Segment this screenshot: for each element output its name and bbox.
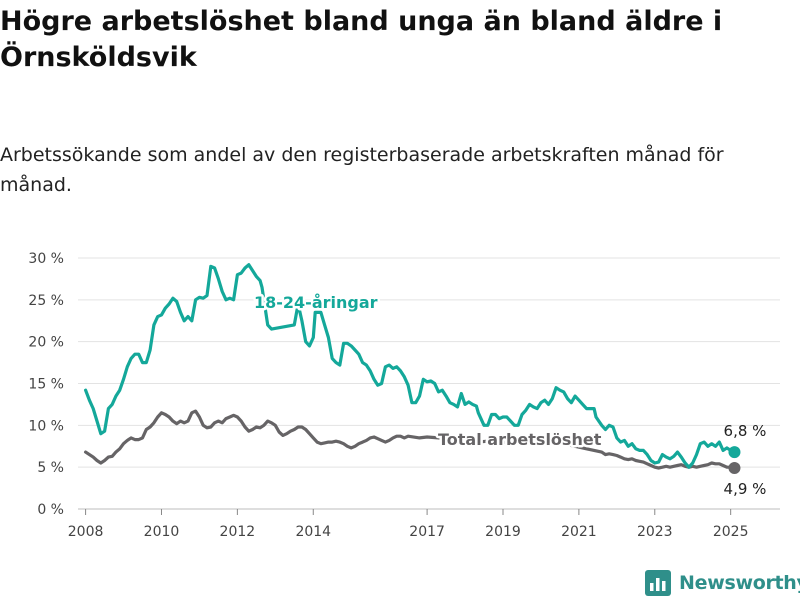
x-tick-label: 2012 bbox=[220, 524, 256, 540]
y-tick-label: 10 % bbox=[28, 418, 64, 434]
x-axis: 2008 2010 2012 2014 2017 2019 2021 2023 2025 bbox=[68, 509, 749, 540]
x-tick-label: 2014 bbox=[295, 524, 331, 540]
line-total bbox=[84, 409, 737, 470]
series-label-youth: 18-24-åringar bbox=[254, 293, 378, 312]
series-lines bbox=[84, 263, 741, 475]
end-marker-youth bbox=[728, 446, 741, 459]
chart-title: Högre arbetslöshet bland unga än bland ä… bbox=[0, 6, 723, 73]
x-tick-label: 2017 bbox=[409, 524, 445, 540]
x-tick-label: 2008 bbox=[68, 524, 104, 540]
x-tick-label: 2019 bbox=[485, 524, 521, 540]
x-tick-label: 2025 bbox=[713, 524, 749, 540]
y-axis: 0 % 5 % 10 % 15 % 20 % 25 % 30 % bbox=[28, 251, 64, 518]
x-tick-label: 2023 bbox=[637, 524, 673, 540]
x-tick-label: 2021 bbox=[561, 524, 597, 540]
newsworthy-logo-icon bbox=[645, 570, 671, 596]
x-tick-label: 2010 bbox=[144, 524, 180, 540]
y-tick-label: 15 % bbox=[28, 377, 64, 393]
end-marker-total bbox=[728, 462, 741, 475]
y-tick-label: 30 % bbox=[28, 251, 64, 267]
series-label-total: Total arbetslöshet bbox=[438, 430, 602, 449]
series-labels: 18-24-åringar Total arbetslöshet 6,8 % 4… bbox=[252, 291, 767, 499]
end-value-label-youth: 6,8 % bbox=[724, 422, 767, 440]
y-tick-label: 5 % bbox=[37, 460, 64, 476]
newsworthy-logo: Newsworthy bbox=[645, 569, 800, 597]
y-tick-label: 20 % bbox=[28, 335, 64, 351]
y-tick-label: 25 % bbox=[28, 293, 64, 309]
end-value-label-total: 4,9 % bbox=[724, 480, 767, 498]
brand-name: Newsworthy bbox=[679, 572, 800, 594]
line-chart: 0 %5 %10 %15 %20 %25 %30 % 2008 2010 2012 2… bbox=[28, 251, 780, 540]
gridlines bbox=[78, 257, 780, 510]
y-tick-label: 0 % bbox=[37, 502, 64, 518]
chart-subtitle: Arbetssökande som andel av den registerb… bbox=[0, 144, 724, 196]
line-youth bbox=[84, 263, 737, 469]
